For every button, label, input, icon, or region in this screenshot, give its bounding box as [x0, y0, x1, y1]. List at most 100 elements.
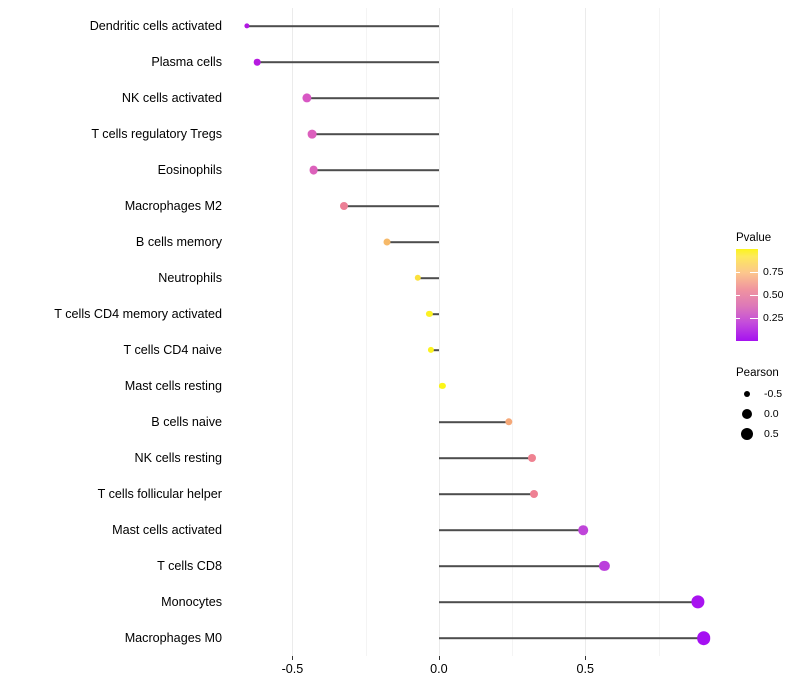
lollipop-dot [427, 346, 434, 354]
chart-row: NK cells resting [135, 440, 720, 476]
gridline-major [292, 8, 294, 656]
chart-row: Eosinophils [158, 152, 720, 188]
y-axis-tick-label: B cells naive [151, 415, 222, 429]
size-legend-row: 0.5 [736, 424, 800, 444]
size-legend-row: 0.0 [736, 404, 800, 424]
y-axis-tick-label: Monocytes [161, 595, 222, 609]
size-legend: Pearson -0.5 0.0 0.5 [736, 367, 800, 444]
lollipop-stem [343, 205, 439, 207]
chart-row: Mast cells resting [125, 368, 720, 404]
colorbar-tick-label: 0.25 [763, 312, 784, 324]
lollipop-dot [504, 418, 513, 426]
lollipop-dot [439, 382, 446, 390]
lollipop-dot [244, 23, 250, 29]
colorbar-tick-label: 0.75 [763, 266, 784, 278]
chart-row: Neutrophils [158, 260, 720, 296]
size-legend-row: -0.5 [736, 384, 800, 404]
lollipop-dot [697, 631, 711, 645]
size-legend-swatch-box [736, 427, 758, 441]
gridline-minor [512, 8, 514, 656]
y-axis-tick-label: Dendritic cells activated [89, 19, 222, 33]
size-legend-title: Pearson [736, 367, 779, 379]
chart-row: B cells naive [151, 404, 720, 440]
lollipop-stem [430, 349, 439, 351]
y-axis-tick-label: T cells CD4 memory activated [54, 307, 222, 321]
legend-area: Pvalue 0.75 0.50 0.25 Pearson -0.5 0.0 0.5 [736, 232, 800, 444]
x-tick-mark [292, 656, 294, 660]
y-axis-tick-label: NK cells resting [134, 451, 223, 465]
y-axis-tick-label: Macrophages M0 [124, 631, 222, 645]
y-axis-tick-label: B cells memory [135, 235, 222, 249]
lollipop-dot [309, 165, 318, 175]
x-tick-mark [585, 656, 587, 660]
size-legend-label: -0.5 [764, 388, 783, 400]
gridline-major [585, 8, 587, 656]
lollipop-dot [414, 274, 421, 282]
color-legend-title: Pvalue [736, 232, 772, 244]
lollipop-stem [312, 133, 439, 135]
lollipop-dot [302, 93, 312, 103]
colorbar-tick-mark-inner [736, 318, 740, 319]
y-axis-tick-label: NK cells activated [121, 91, 222, 105]
plot-panel: Dendritic cells activated Plasma cells NK … [54, 8, 720, 656]
chart-row: T cells regulatory Tregs [91, 116, 720, 152]
chart-row: Macrophages M2 [125, 188, 720, 224]
x-tick-mark [438, 656, 440, 660]
lollipop-stem [429, 313, 439, 315]
chart-row: Macrophages M0 [125, 620, 720, 656]
colorbar-tick-mark [750, 318, 758, 319]
lollipop-dot [426, 310, 433, 318]
pvalue-colorbar: 0.75 0.50 0.25 [736, 249, 792, 341]
lollipop-stem [417, 277, 439, 279]
y-axis-tick-label: Mast cells activated [112, 523, 222, 537]
lollipop-stem [307, 97, 439, 99]
y-axis-tick-label: Mast cells resting [124, 379, 222, 393]
lollipop-dot [599, 560, 610, 572]
y-axis-tick-label: T cells CD4 naive [123, 343, 222, 357]
lollipop-stem [438, 565, 605, 567]
gridline-minor [365, 8, 367, 656]
lollipop-dot [527, 454, 536, 462]
chart-row: Mast cells activated [112, 512, 720, 548]
y-axis-tick-label: Plasma cells [151, 55, 222, 69]
size-legend-rows: -0.5 0.0 0.5 [736, 384, 800, 444]
size-legend-swatch [741, 408, 753, 420]
size-legend-swatch-box [736, 408, 758, 420]
size-legend-label: 0.0 [764, 408, 779, 420]
lollipop-stem [438, 529, 583, 531]
chart-row: NK cells activated [122, 80, 720, 116]
chart-row: Dendritic cells activated [90, 8, 720, 44]
lollipop-stem [438, 637, 704, 639]
gridline-minor [658, 8, 660, 656]
lollipop-dot [383, 238, 391, 246]
y-axis-tick-label: Macrophages M2 [124, 199, 222, 213]
lollipop-stem [313, 169, 439, 171]
x-axis-tick-label: 0.5 [576, 662, 595, 676]
lollipop-dot [339, 202, 348, 210]
chart-row: T cells CD8 [157, 548, 720, 584]
x-axis-tick-label: -0.5 [281, 662, 304, 676]
chart-row: Monocytes [161, 584, 720, 620]
lollipop-dot [307, 129, 317, 139]
lollipop-stem [438, 493, 535, 495]
colorbar-tick-mark [750, 295, 758, 296]
lollipop-stem [386, 241, 439, 243]
y-axis-tick-label: T cells CD8 [157, 559, 222, 573]
x-axis-tick-label: 0.0 [430, 662, 448, 676]
lollipop-stem [438, 421, 509, 423]
chart-row: T cells CD4 naive [124, 332, 720, 368]
lollipop-stem [247, 25, 439, 27]
lollipop-stem [257, 61, 439, 63]
y-axis-tick-label: Eosinophils [157, 163, 222, 177]
lollipop-dot [253, 58, 261, 66]
colorbar-tick-mark-inner [736, 272, 740, 273]
chart-row: T cells CD4 memory activated [54, 296, 720, 332]
lollipop-stem [438, 601, 699, 603]
colorbar-tick-mark [750, 272, 758, 273]
size-legend-label: 0.5 [764, 428, 779, 440]
x-axis: -0.5 0.0 0.5 [228, 656, 720, 686]
y-axis-tick-label: T cells regulatory Tregs [91, 127, 222, 141]
lollipop-dot [578, 525, 588, 535]
size-legend-swatch-box [736, 390, 758, 398]
